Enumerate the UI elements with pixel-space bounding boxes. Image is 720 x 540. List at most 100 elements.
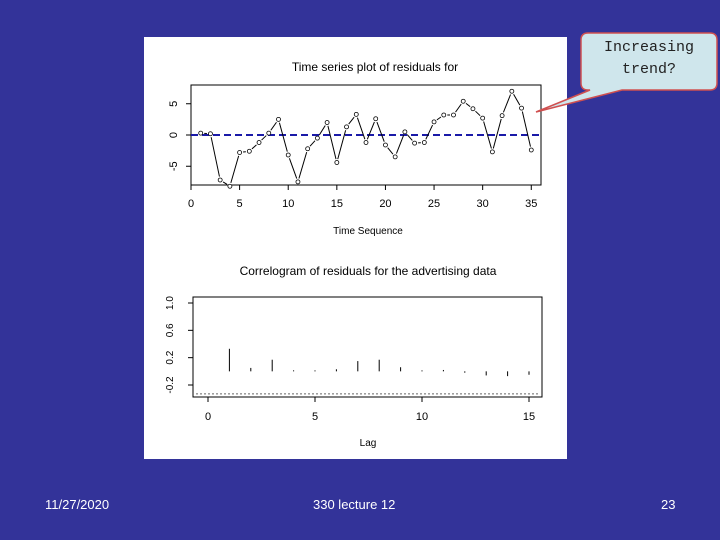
ts-point-24 xyxy=(431,119,437,125)
callout-line-1: Increasing xyxy=(603,39,694,56)
ts-segment-19 xyxy=(387,147,394,155)
ts-point-12 xyxy=(314,135,320,141)
footer-page-number: 23 xyxy=(661,497,676,512)
ts-segment-12 xyxy=(318,125,326,136)
ts-segment-30 xyxy=(492,118,502,149)
ts-point-28 xyxy=(470,106,476,112)
ts-point-32 xyxy=(509,88,515,94)
ts-x-tick-label-2: 10 xyxy=(282,198,294,210)
ts-segment-14 xyxy=(337,130,347,160)
ts-point-13 xyxy=(324,120,330,125)
ts-segment-17 xyxy=(366,121,375,140)
ts-x-tick-label-6: 30 xyxy=(477,198,489,210)
ts-point-27 xyxy=(460,98,466,104)
ts-x-tick-label-7: 35 xyxy=(525,198,537,210)
callout-line-2: trend? xyxy=(621,61,676,78)
ts-segment-21 xyxy=(406,134,413,141)
ts-segment-13 xyxy=(327,125,337,160)
ts-point-11 xyxy=(305,146,311,152)
ts-segment-3 xyxy=(230,155,240,184)
ts-point-16 xyxy=(353,111,359,117)
ts-point-14 xyxy=(334,160,340,165)
ts-plot-area: 0 5 10 15 20 25 30 35 -5 0 5 xyxy=(168,84,542,210)
acf-chart-title: Correlogram of residuals for the adverti… xyxy=(240,264,497,278)
ts-point-9 xyxy=(285,152,291,158)
ts-x-tick-label-3: 15 xyxy=(331,198,343,210)
ts-point-0 xyxy=(198,130,204,136)
ts-point-21 xyxy=(402,129,408,135)
ts-point-25 xyxy=(441,112,447,118)
ts-point-4 xyxy=(237,150,243,155)
ts-point-26 xyxy=(451,112,456,118)
ts-segment-31 xyxy=(502,94,512,113)
ts-point-10 xyxy=(295,179,301,185)
acf-x-tick-label-0: 0 xyxy=(205,411,211,423)
figure-canvas: Time series plot of residuals for Time S… xyxy=(165,60,543,449)
ts-point-2 xyxy=(217,177,223,183)
ts-point-17 xyxy=(363,140,369,145)
acf-x-tick-label-1: 5 xyxy=(312,411,318,423)
ts-point-33 xyxy=(519,105,524,111)
ts-segment-6 xyxy=(261,135,267,141)
ts-segment-33 xyxy=(521,111,531,147)
ts-x-tick-label-1: 5 xyxy=(237,198,243,210)
ts-segment-23 xyxy=(425,124,434,140)
ts-segment-16 xyxy=(356,117,366,140)
ts-point-8 xyxy=(276,116,281,122)
ts-point-20 xyxy=(392,154,398,160)
ts-y-tick-label-0: -5 xyxy=(168,161,180,171)
residual-plots-figure: Time series plot of residuals for Time S… xyxy=(144,37,567,459)
acf-y-tick-label-0: -0.2 xyxy=(165,376,176,394)
ts-point-3 xyxy=(227,183,233,189)
ts-segment-2 xyxy=(222,181,228,185)
ts-segment-9 xyxy=(288,158,298,179)
ts-segment-20 xyxy=(395,134,405,154)
ts-point-30 xyxy=(489,149,495,155)
ts-segment-15 xyxy=(348,116,355,125)
ts-point-29 xyxy=(480,115,486,121)
footer-date: 11/27/2020 xyxy=(45,497,110,512)
acf-y-tick-label-3: 1.0 xyxy=(165,296,176,310)
ts-point-7 xyxy=(266,130,272,136)
ts-segment-7 xyxy=(270,121,277,131)
ts-point-31 xyxy=(499,113,505,119)
ts-segment-10 xyxy=(298,151,308,179)
ts-x-tick-label-5: 25 xyxy=(428,198,440,210)
acf-y-tick-label-1: 0.2 xyxy=(165,350,176,364)
ts-segment-1 xyxy=(210,137,220,177)
callout-shape xyxy=(535,32,718,113)
ts-point-34 xyxy=(528,147,534,153)
ts-point-18 xyxy=(373,116,379,122)
acf-y-tick-label-2: 0.6 xyxy=(165,323,176,337)
ts-y-tick-label-2: 5 xyxy=(168,101,180,107)
ts-segment-32 xyxy=(513,94,521,106)
footer-course: 330 lecture 12 xyxy=(313,497,396,512)
ts-segment-5 xyxy=(251,144,257,150)
ts-segment-24 xyxy=(436,116,442,121)
acf-plot-area: 0 5 10 15 -0.2 0.2 0.6 1.0 xyxy=(165,296,543,423)
ts-chart-title: Time series plot of residuals for xyxy=(292,60,458,74)
acf-x-axis-label: Lag xyxy=(360,438,377,449)
ts-y-tick-label-1: 0 xyxy=(168,132,180,138)
ts-segment-8 xyxy=(278,122,288,152)
ts-x-tick-label-4: 20 xyxy=(379,198,391,210)
ts-point-19 xyxy=(383,142,388,148)
ts-point-23 xyxy=(421,140,427,145)
ts-x-axis-label: Time Sequence xyxy=(333,226,403,237)
ts-x-tick-label-0: 0 xyxy=(188,198,194,210)
ts-point-5 xyxy=(246,148,252,154)
callout-text: Increasing trend? xyxy=(583,37,715,81)
ts-segment-26 xyxy=(455,103,462,113)
acf-x-tick-label-3: 15 xyxy=(523,411,535,423)
ts-segment-11 xyxy=(309,140,316,147)
ts-point-15 xyxy=(344,124,349,130)
ts-segment-27 xyxy=(465,102,471,108)
ts-point-1 xyxy=(208,131,213,137)
ts-segment-29 xyxy=(483,121,492,149)
ts-point-22 xyxy=(412,140,418,146)
ts-segment-18 xyxy=(376,121,385,142)
acf-plot-frame xyxy=(192,296,543,398)
ts-point-6 xyxy=(256,140,262,145)
acf-x-tick-label-2: 10 xyxy=(416,411,428,423)
